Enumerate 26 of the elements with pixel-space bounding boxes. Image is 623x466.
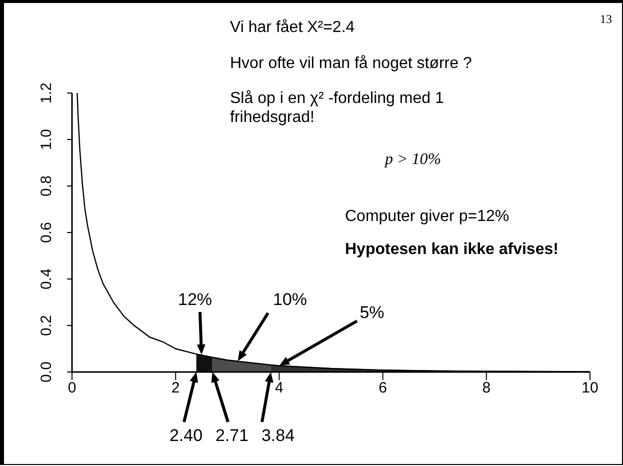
annotation: Computer giver p=12%	[345, 207, 510, 226]
x-tick-label: 4	[275, 380, 284, 397]
y-tick-label: 1.2	[38, 82, 55, 104]
annotation: p > 10%	[385, 150, 442, 169]
text: Vi har fået X²=2.4	[230, 18, 355, 37]
annotation: 3.84	[261, 426, 295, 445]
y-tick-label: 0.8	[38, 176, 55, 196]
y-tick-label: 0.4	[38, 268, 55, 290]
text: 13	[600, 11, 612, 28]
x-tick-label: 2	[171, 380, 180, 397]
y-tick-label: 0.2	[38, 315, 55, 336]
annotation: Hypotesen kan ikke afvises!	[345, 240, 558, 259]
x-tick-label: 0	[68, 380, 76, 397]
x-tick-label: 6	[378, 380, 387, 397]
annotation: Slå op i en χ² -fordeling med 1 frihedsgrad!	[230, 89, 445, 127]
annotation: 12%	[176, 289, 214, 311]
y-tick-label: 0.0	[38, 362, 55, 382]
y-tick-label: 0.6	[38, 222, 55, 243]
annotation: 2.40	[169, 426, 203, 445]
text: Hvor ofte vil man få noget større ?	[230, 54, 472, 73]
x-tick-label: 10	[582, 380, 598, 397]
annotation: 10%	[272, 289, 308, 311]
y-tick-label: 1.0	[38, 129, 55, 150]
x-tick-label: 8	[482, 380, 491, 397]
annotation: 5%	[358, 302, 386, 324]
annotation: 2.71	[215, 426, 249, 445]
